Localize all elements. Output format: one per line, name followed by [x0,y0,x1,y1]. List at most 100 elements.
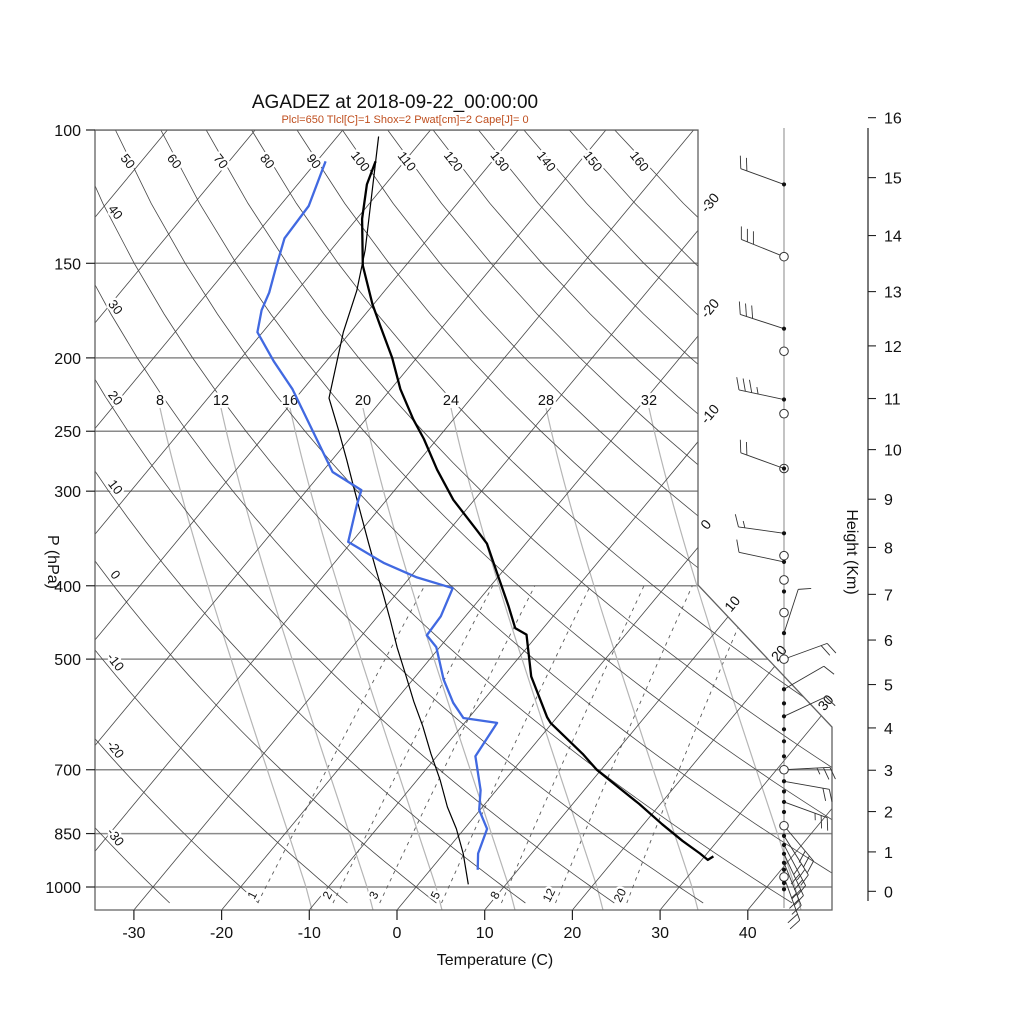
isotherm-label-diagonal: 10 [721,592,743,614]
wind-level-dot [781,867,787,872]
isotherm-label-right: -30 [697,189,722,215]
wind-level-circle [779,346,789,357]
dry-adiabat-label-top: 90 [304,151,325,172]
mixing-ratio-line [379,585,536,904]
moist-adiabat-line [362,407,516,910]
height-axis-label: Height (Km) [843,509,860,595]
wind-barb-halftick [816,767,821,775]
dry-adiabat-line [432,130,832,904]
wind-level-dot [781,589,787,594]
mixing-ratio-line [626,585,757,904]
mixing-ratio-label: 20 [611,886,630,905]
moist-adiabat-line [450,407,604,910]
wind-barb-staff [783,642,828,660]
mixing-ratio-label: 5 [428,889,444,902]
dry-adiabat-label-top: 100 [348,148,373,174]
isotherm-label-diagonal: 30 [814,691,836,713]
wind-barb-staff [783,801,828,819]
temperature-axis-label: Temperature (C) [436,952,554,969]
wind-barb-staff [783,589,799,634]
dry-adiabat-label-top: 160 [627,148,652,174]
wind-level-dot [781,851,787,856]
dry-adiabat-label-top: 60 [164,151,185,172]
dry-adiabat-label-left: -20 [104,737,127,761]
wind-level-dot [781,326,787,331]
wind-barb-tick [751,305,754,319]
wind-barb-staff [741,239,785,258]
isotherm-label-right: 0 [697,516,714,532]
dry-adiabat-label-top: 140 [534,148,559,174]
wind-level-circle [779,872,789,882]
dry-adiabat-line [296,130,832,904]
isotherm-label-right: -10 [697,401,722,427]
temperature-tick-label: 10 [476,925,494,942]
wind-level-circle [779,251,789,262]
pressure-tick-label: 200 [54,351,81,368]
wind-barb-tick [791,889,802,900]
dry-adiabat-line [569,130,832,904]
isotherm-line [95,130,694,910]
pressure-axis-label: P (hPa) [44,535,61,589]
wind-barb-tick [826,643,837,654]
pressure-tick-label: 400 [54,579,81,596]
wind-barb-tick [802,855,810,868]
wind-barb-tick [736,377,740,391]
wind-barb-staff [783,780,830,790]
dry-adiabat-line [95,130,437,904]
page-title: AGADEZ at 2018-09-22_00:00:00 [251,92,539,113]
dry-adiabat-label-left: 0 [107,567,123,582]
moist-adiabat-label: 20 [355,393,371,409]
wind-barb-staff [783,876,801,921]
temperature-tick-label: 20 [564,925,582,942]
dry-adiabat-line [342,130,832,904]
wind-level-dot [781,701,787,706]
wind-barb-tick [793,863,802,875]
chart-parameters-subtitle: Plcl=650 Tlcl[C]=1 Shox=2 Pwat[cm]=2 Cap… [281,114,529,126]
wind-barb-tick [796,869,806,881]
mixing-ratio-line [332,585,494,904]
pressure-tick-label: 300 [54,484,81,501]
isotherm-line [133,130,782,910]
wind-barb-staff [783,853,804,896]
moist-adiabat-line [220,407,374,910]
wind-barb-tick [787,913,798,924]
height-tick-label: 14 [884,229,902,246]
height-tick-label: 8 [884,540,893,557]
isotherm-line [659,130,832,910]
pressure-tick-label: 1000 [45,880,81,897]
pressure-tick-label: 250 [54,424,81,441]
wind-barb-tick [738,301,741,315]
height-tick-label: 15 [884,171,902,188]
wind-barb-halftick [742,520,746,528]
wind-level-dot [781,833,787,838]
wind-level-dot [781,860,787,865]
temperature-curve [360,160,715,862]
mixing-ratio-line [555,585,693,904]
isotherm-line [95,130,607,910]
wind-barb-tick [822,788,827,801]
wind-level-dot [781,754,787,759]
parcel-curve [328,136,469,885]
wind-barb-staff [738,389,785,400]
isotherm-line [95,130,519,910]
dry-adiabat-label-top: 130 [487,148,512,174]
height-tick-label: 2 [884,805,893,822]
wind-level-circle [779,820,789,831]
dry-adiabat-line [115,130,832,904]
height-tick-label: 6 [884,633,893,650]
wind-barb-tick [745,303,747,317]
plot-boundary [94,129,833,911]
wind-level-dot [781,809,787,815]
wind-level-dot [781,887,787,892]
wind-barb-staff [783,862,802,906]
dry-adiabat-line [95,130,526,904]
wind-barb-tick [823,767,830,780]
moist-adiabat-label: 24 [443,393,459,409]
isotherm-label-right: -20 [697,295,722,321]
wind-level-circle [779,463,789,474]
wind-level-circle [779,575,789,585]
moist-adiabat-label: 28 [538,393,554,409]
wind-level-circle [779,408,789,419]
wind-barb-tick [736,539,740,553]
